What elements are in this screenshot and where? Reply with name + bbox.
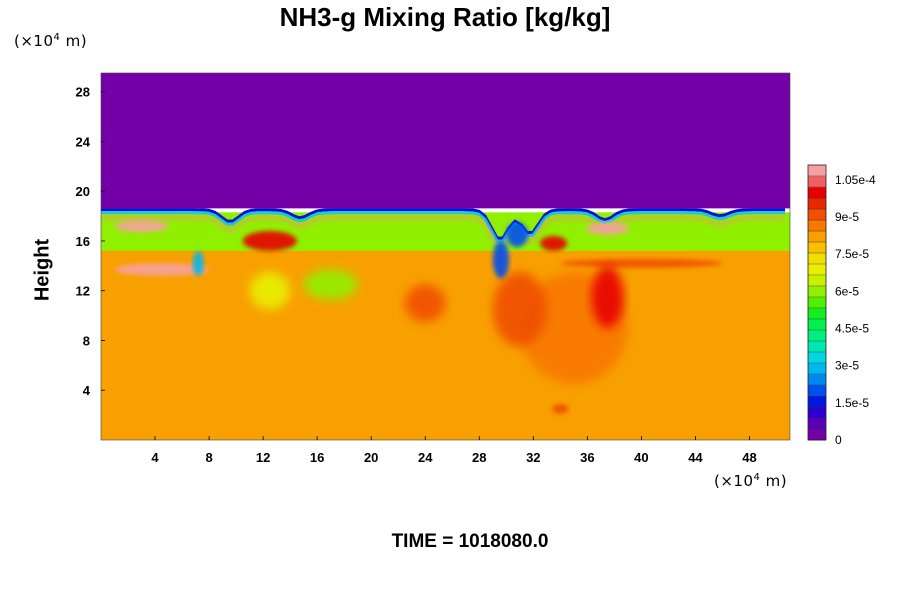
colorbar-level	[808, 209, 826, 221]
colorbar-tick-label: 7.5e-5	[835, 247, 869, 261]
colorbar-level	[808, 341, 826, 353]
x-tick-label: 44	[688, 450, 703, 465]
colorbar-tick-label: 6e-5	[835, 284, 859, 298]
field-patch	[540, 235, 568, 251]
time-label: TIME = 1018080.0	[391, 531, 549, 552]
colorbar-level	[808, 187, 826, 199]
y-tick-label: 16	[76, 234, 90, 249]
y-tick-label: 24	[76, 134, 91, 149]
field-patch	[552, 403, 569, 414]
y-tick-label: 4	[83, 383, 91, 398]
colorbar-level	[808, 231, 826, 243]
field-patch	[249, 272, 291, 310]
colorbar-level	[808, 374, 826, 386]
colorbar-level	[808, 407, 826, 419]
colorbar-level	[808, 330, 826, 342]
colorbar-level	[808, 319, 826, 331]
field-patch	[586, 222, 630, 235]
colorbar-tick-label: 0	[835, 433, 842, 447]
colorbar-level	[808, 220, 826, 232]
cloud-top-rim	[101, 208, 785, 240]
field-patch	[492, 272, 547, 347]
x-axis: 4 8 12 16 20 24 28 32 36 40 44 48	[151, 436, 757, 465]
colorbar-level	[808, 165, 826, 177]
colorbar-level	[808, 242, 826, 254]
y-axis: 4 8 12 16 20 24 28	[76, 85, 105, 398]
region-upper-layer	[101, 73, 790, 209]
y-tick-label: 8	[83, 333, 90, 348]
x-tick-label: 20	[364, 450, 378, 465]
colorbar-level	[808, 176, 826, 188]
colorbar-tick-label: 1.05e-4	[835, 173, 876, 187]
colorbar-level	[808, 429, 826, 441]
x-tick-label: 8	[205, 450, 212, 465]
x-tick-label: 4	[151, 450, 159, 465]
colorbar-level	[808, 418, 826, 430]
field-patch	[114, 219, 169, 233]
colorbar-level	[808, 264, 826, 276]
heatmap-field	[101, 73, 790, 440]
colorbar-tick-label: 1.5e-5	[835, 396, 869, 410]
field-patch	[506, 222, 528, 248]
x-tick-label: 24	[418, 450, 433, 465]
x-tick-label: 36	[580, 450, 594, 465]
y-tick-label: 20	[76, 184, 90, 199]
field-patch	[192, 250, 204, 276]
x-tick-label: 48	[742, 450, 756, 465]
y-tick-label: 12	[76, 284, 90, 299]
colorbar-level	[808, 198, 826, 210]
field-patch	[560, 258, 723, 268]
field-patch	[404, 284, 446, 322]
field-patch	[492, 240, 509, 279]
cloud-top-rim-cyan	[101, 211, 785, 243]
colorbar-level	[808, 385, 826, 397]
colorbar-level	[808, 275, 826, 287]
chart-title: NH3-g Mixing Ratio [kg/kg]	[279, 2, 611, 32]
colorbar: 0 1.5e-5 3e-5 4.5e-5 6e-5 7.5e-5 9e-5 1.05e-4	[807, 164, 876, 447]
colorbar-level	[808, 396, 826, 408]
colorbar-level	[808, 308, 826, 320]
x-tick-label: 32	[526, 450, 540, 465]
x-axis-unit: (×104 m)	[714, 472, 788, 490]
field-patch	[591, 265, 624, 329]
y-tick-label: 28	[76, 85, 90, 100]
x-tick-label: 16	[310, 450, 324, 465]
colorbar-tick-label: 3e-5	[835, 359, 859, 373]
y-axis-unit: (×104 m)	[14, 32, 88, 50]
colorbar-level	[808, 286, 826, 298]
colorbar-frame	[807, 164, 827, 441]
field-patch	[114, 263, 210, 276]
plot-frame	[100, 72, 791, 441]
x-tick-label: 28	[472, 450, 486, 465]
colorbar-tick-label: 4.5e-5	[835, 322, 869, 336]
x-tick-label: 40	[634, 450, 648, 465]
field-patch	[303, 269, 358, 300]
colorbar-level	[808, 253, 826, 265]
colorbar-level	[808, 297, 826, 309]
colorbar-level	[808, 352, 826, 364]
region-lower-layer	[101, 250, 790, 440]
field-patch	[242, 230, 297, 251]
cloud-top-rim-red	[101, 215, 785, 249]
colorbar-level	[808, 363, 826, 375]
colorbar-tick-label: 9e-5	[835, 210, 859, 224]
x-tick-label: 12	[256, 450, 270, 465]
